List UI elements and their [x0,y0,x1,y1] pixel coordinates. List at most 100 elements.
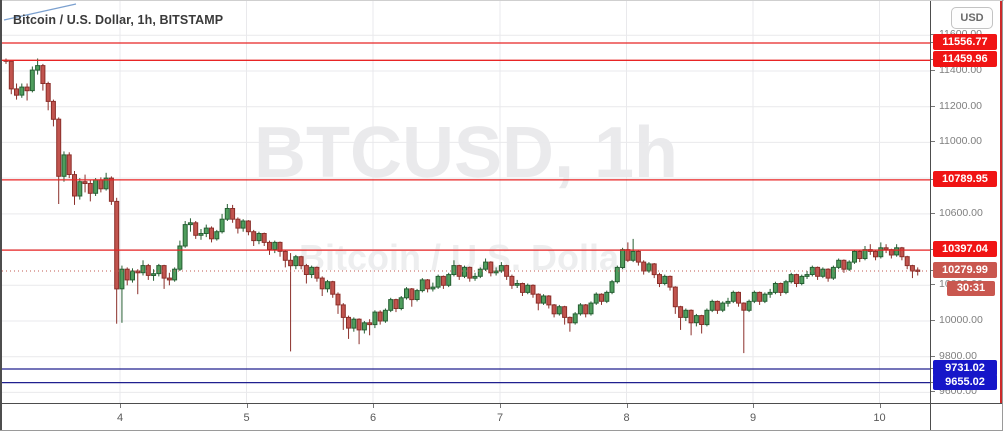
candle-body [762,293,768,302]
candle-body [224,208,230,220]
candle-body [314,266,320,279]
candle-body [651,263,657,276]
candle-body [124,268,130,281]
candle-body [277,241,283,252]
candle-body [646,263,652,272]
candle-body [161,265,167,279]
window-border-bottom [0,430,1003,431]
candle-body [535,293,541,304]
candle-body [367,322,373,326]
chart-legend-title[interactable]: Bitcoin / U.S. Dollar, 1h, BITSTAMP [13,13,224,27]
candle-body [82,181,88,184]
candle-body [346,316,351,329]
candle-body [335,293,341,306]
candle-body [635,250,641,263]
candle-body [351,318,357,329]
candle-body [878,247,884,258]
candle-body [799,275,805,284]
candle-body [456,265,462,277]
candle-body [509,275,515,286]
window-border-right [1002,0,1003,431]
candle-body [72,174,77,197]
candle-body [599,293,604,302]
candle-body [567,316,573,324]
price-axis-tick [931,70,935,71]
candle-body [525,284,531,293]
candle-body [736,291,741,304]
candle-body [377,311,383,322]
candle-body [609,281,615,293]
candle-body [667,275,673,288]
candle-body [398,297,404,309]
candle-body [614,266,620,283]
candle-body [551,304,557,315]
candle-body [894,247,900,256]
candle-body [261,233,267,243]
candle-body [530,284,536,295]
price-axis-label: 11000.00 [939,135,983,148]
candle-body [562,306,568,318]
time-axis[interactable]: 4 5 6 7 8 9 10 [0,403,1002,431]
candle-body [361,322,367,331]
time-axis-label: 10 [873,412,886,424]
last-price-badge: 10279.99 [933,262,997,278]
currency-toggle-button[interactable]: USD [951,7,993,29]
candle-body [108,177,114,202]
trendline-drawing[interactable] [2,1,92,23]
candle-body [472,275,478,279]
price-axis-label: 10000.00 [939,314,983,326]
candle-body [604,291,610,302]
time-axis-tick [246,404,248,408]
candle-body [309,266,315,275]
candle-body [166,277,172,281]
candle-body [187,222,193,226]
candle-body [820,268,826,277]
candle-body [462,266,467,277]
candle-body [446,274,452,286]
candle-body [61,154,67,177]
candle-body [35,65,41,71]
candle-body [340,304,346,318]
trendline-segment[interactable] [3,3,77,21]
candle-body [683,309,689,318]
candlestick-chart-canvas[interactable] [2,1,930,403]
candle-body [440,275,446,286]
time-axis-label: 5 [243,412,250,424]
candle-body [852,250,857,263]
candle-body [477,268,483,277]
price-axis-label: 9800.00 [939,349,977,362]
candle-body [14,88,19,96]
candle-body [209,227,214,240]
candle-body [77,181,83,197]
candle-body [256,233,262,242]
red-level-badge: 10397.04 [933,241,997,258]
candle-body [488,261,494,274]
candle-body [130,270,135,281]
window-border-top [0,0,1004,1]
candle-body [577,304,583,315]
candle-body [588,302,594,315]
candle-body [857,250,863,259]
candle-body [788,274,794,283]
candle-body [514,283,520,286]
candle-body [720,302,726,311]
price-axis[interactable]: 11600.0011400.0011200.0011000.0010600.00… [930,0,1001,403]
time-axis-tick [373,404,374,408]
candle-body [873,250,878,258]
candle-body [556,306,562,315]
candle-body [520,283,525,293]
price-axis-tick [931,105,935,107]
candle-body [177,245,183,270]
candle-body [493,270,499,274]
candle-body [593,293,599,304]
price-axis-tick [931,355,935,357]
price-axis-tick [931,284,935,286]
candle-body [240,220,246,229]
candle-body [214,231,220,240]
chart-pane[interactable]: BTCUSD, 1h Bitcoin / U.S. Dollar Bitcoin… [2,1,930,403]
candle-body [50,100,56,120]
candle-body [751,291,757,302]
candle-body [425,279,431,290]
time-axis-label: 6 [369,412,377,424]
